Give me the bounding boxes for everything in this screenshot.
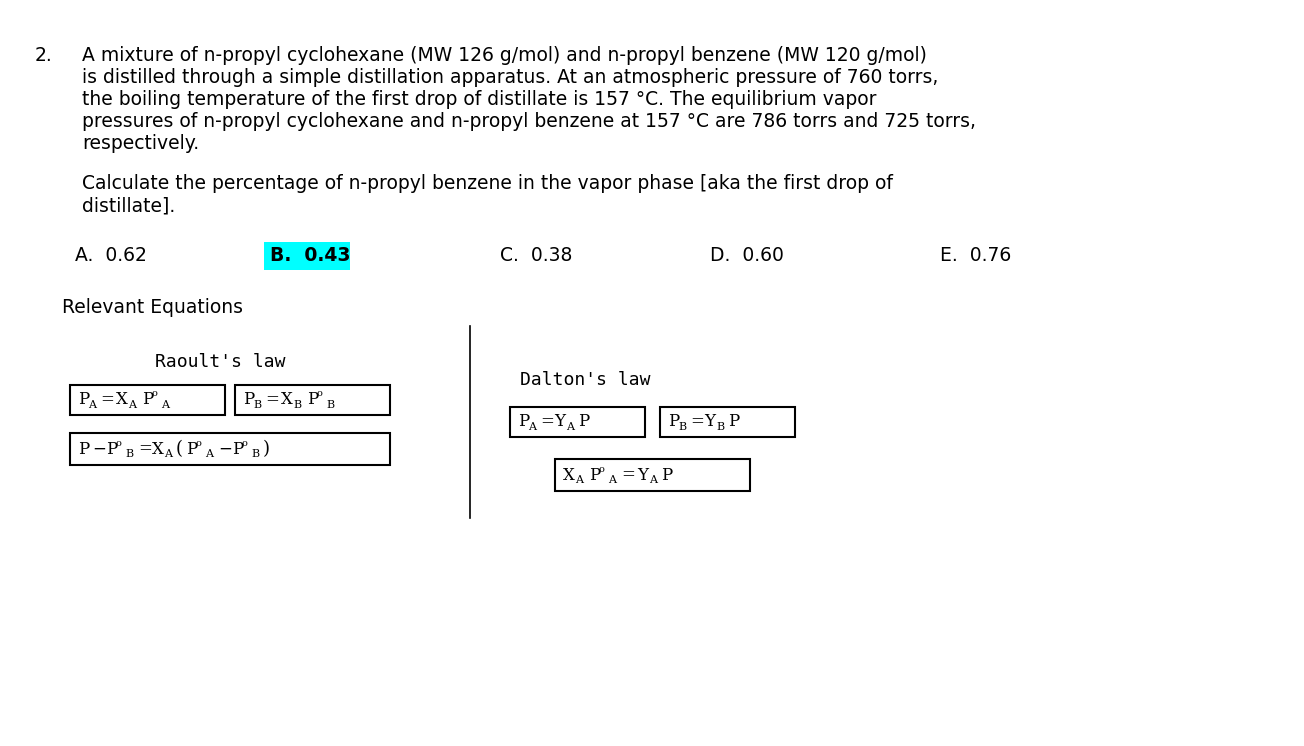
Text: P: P xyxy=(668,413,679,430)
Text: A mixture of n-propyl cyclohexane (MW 126 g/mol) and n-propyl benzene (MW 120 g/: A mixture of n-propyl cyclohexane (MW 12… xyxy=(82,46,927,65)
Text: (: ( xyxy=(176,440,183,458)
Text: X: X xyxy=(116,392,128,409)
Text: X: X xyxy=(280,392,293,409)
Text: Y: Y xyxy=(636,466,648,483)
FancyBboxPatch shape xyxy=(510,407,645,437)
Text: o: o xyxy=(243,439,248,448)
Text: o: o xyxy=(196,439,202,448)
Text: A: A xyxy=(608,475,615,485)
Text: C.  0.38: C. 0.38 xyxy=(499,246,572,265)
Text: o: o xyxy=(116,439,121,448)
Text: =: = xyxy=(690,413,704,430)
FancyBboxPatch shape xyxy=(70,433,390,465)
Text: =: = xyxy=(540,413,554,430)
Text: P: P xyxy=(78,392,89,409)
Text: 2.: 2. xyxy=(35,46,52,65)
Text: A.  0.62: A. 0.62 xyxy=(76,246,147,265)
Text: Calculate the percentage of n-propyl benzene in the vapor phase [aka the first d: Calculate the percentage of n-propyl ben… xyxy=(82,174,893,193)
Text: distillate].: distillate]. xyxy=(82,196,175,215)
Text: A: A xyxy=(575,475,583,485)
Text: E.  0.76: E. 0.76 xyxy=(940,246,1011,265)
Text: P: P xyxy=(232,440,244,457)
Text: A: A xyxy=(164,449,172,459)
Text: P: P xyxy=(518,413,529,430)
Text: A: A xyxy=(205,449,213,459)
Text: =: = xyxy=(100,392,113,409)
Text: B.  0.43: B. 0.43 xyxy=(270,246,351,265)
Text: B: B xyxy=(253,400,261,410)
Text: o: o xyxy=(153,389,158,398)
Text: B: B xyxy=(678,422,686,432)
Text: Y: Y xyxy=(554,413,565,430)
Text: X: X xyxy=(563,466,575,483)
Text: P: P xyxy=(306,392,318,409)
Text: =: = xyxy=(265,392,279,409)
Text: A: A xyxy=(566,422,574,432)
FancyBboxPatch shape xyxy=(556,459,750,491)
Text: o: o xyxy=(317,389,323,398)
Text: Y: Y xyxy=(704,413,715,430)
Text: =: = xyxy=(621,466,635,483)
Text: P: P xyxy=(728,413,739,430)
Text: A: A xyxy=(87,400,96,410)
Text: P: P xyxy=(589,466,600,483)
Text: pressures of n-propyl cyclohexane and n-propyl benzene at 157 °C are 786 torrs a: pressures of n-propyl cyclohexane and n-… xyxy=(82,112,975,131)
Text: P: P xyxy=(578,413,589,430)
Text: P: P xyxy=(78,440,89,457)
FancyBboxPatch shape xyxy=(660,407,795,437)
FancyBboxPatch shape xyxy=(263,242,349,270)
Text: B: B xyxy=(125,449,133,459)
Text: A: A xyxy=(528,422,536,432)
Text: A: A xyxy=(649,475,657,485)
Text: B: B xyxy=(326,400,334,410)
Text: B: B xyxy=(250,449,259,459)
Text: −: − xyxy=(218,440,232,457)
Text: P: P xyxy=(186,440,197,457)
Text: Raoult's law: Raoult's law xyxy=(155,353,286,371)
FancyBboxPatch shape xyxy=(70,385,226,415)
Text: −: − xyxy=(93,440,106,457)
Text: o: o xyxy=(599,465,605,474)
Text: B: B xyxy=(716,422,724,432)
Text: P: P xyxy=(661,466,673,483)
Text: is distilled through a simple distillation apparatus. At an atmospheric pressure: is distilled through a simple distillati… xyxy=(82,68,939,87)
Text: P: P xyxy=(142,392,154,409)
Text: respectively.: respectively. xyxy=(82,134,200,153)
Text: ): ) xyxy=(263,440,270,458)
Text: D.  0.60: D. 0.60 xyxy=(709,246,784,265)
Text: the boiling temperature of the first drop of distillate is 157 °C. The equilibri: the boiling temperature of the first dro… xyxy=(82,90,876,109)
Text: X: X xyxy=(153,440,164,457)
Text: A: A xyxy=(160,400,170,410)
Text: A: A xyxy=(128,400,136,410)
Text: Dalton's law: Dalton's law xyxy=(520,371,651,389)
Text: B: B xyxy=(293,400,301,410)
Text: Relevant Equations: Relevant Equations xyxy=(63,298,243,317)
Text: P: P xyxy=(243,392,254,409)
FancyBboxPatch shape xyxy=(235,385,390,415)
Text: =: = xyxy=(138,440,151,457)
Text: P: P xyxy=(106,440,117,457)
